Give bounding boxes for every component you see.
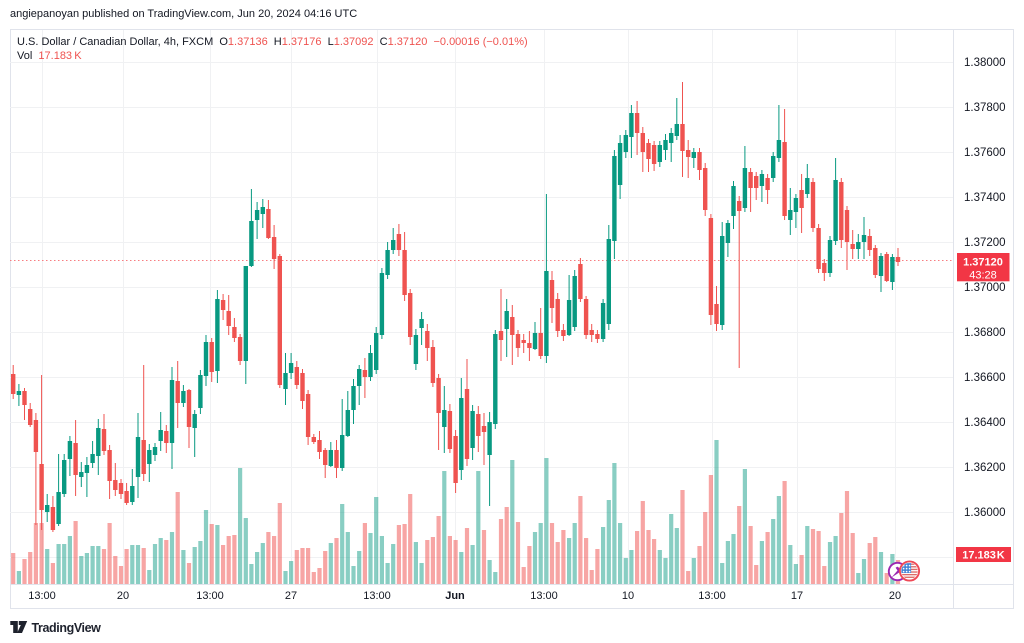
- svg-text:1.36000: 1.36000: [964, 507, 1006, 519]
- svg-text:1.36600: 1.36600: [964, 372, 1006, 384]
- svg-text:1.37600: 1.37600: [964, 147, 1006, 159]
- svg-text:1.37800: 1.37800: [964, 102, 1006, 114]
- svg-text:1.37000: 1.37000: [964, 282, 1006, 294]
- svg-text:1.37400: 1.37400: [964, 192, 1006, 204]
- svg-text:17: 17: [791, 590, 803, 602]
- svg-text:1.37120: 1.37120: [963, 257, 1003, 269]
- svg-text:1.38000: 1.38000: [964, 57, 1006, 69]
- svg-text:1.36200: 1.36200: [964, 462, 1006, 474]
- svg-text:TradingView: TradingView: [32, 621, 102, 635]
- svg-text:10: 10: [622, 590, 634, 602]
- svg-text:13:00: 13:00: [196, 590, 224, 602]
- svg-text:20: 20: [117, 590, 129, 602]
- svg-text:20: 20: [889, 590, 901, 602]
- svg-text:13:00: 13:00: [28, 590, 56, 602]
- svg-text:17.183 K: 17.183 K: [962, 550, 1005, 562]
- svg-text:27: 27: [285, 590, 297, 602]
- svg-text:1.36800: 1.36800: [964, 327, 1006, 339]
- svg-text:Jun: Jun: [445, 590, 465, 602]
- svg-text:1.36400: 1.36400: [964, 417, 1006, 429]
- svg-text:13:00: 13:00: [530, 590, 558, 602]
- svg-text:43:28: 43:28: [969, 270, 997, 282]
- svg-text:13:00: 13:00: [363, 590, 391, 602]
- svg-text:1.37200: 1.37200: [964, 237, 1006, 249]
- svg-text:13:00: 13:00: [698, 590, 726, 602]
